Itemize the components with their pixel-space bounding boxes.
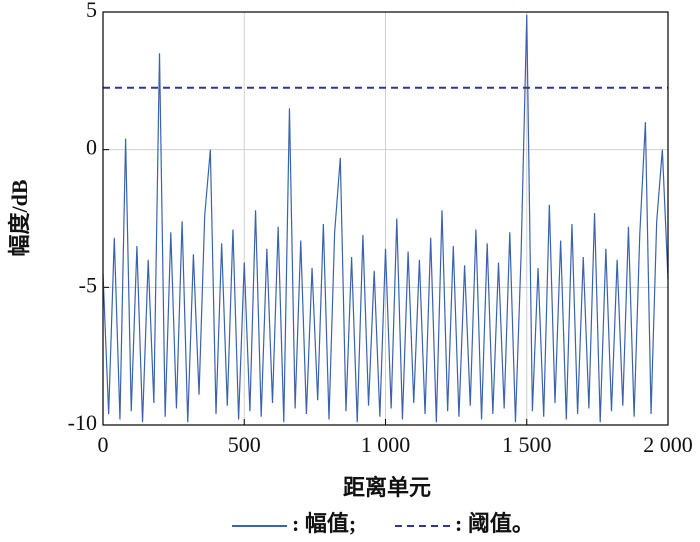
data-line xyxy=(102,14,669,423)
y-axis-label: 幅度/dB xyxy=(7,179,32,256)
y-tick-label: -5 xyxy=(79,272,97,297)
y-tick-label: -10 xyxy=(68,410,97,435)
x-tick-label: 500 xyxy=(228,432,261,457)
legend-label: : 幅值; xyxy=(292,511,356,536)
x-tick-label: 0 xyxy=(98,432,109,457)
x-tick-label: 2 000 xyxy=(643,432,693,457)
y-tick-label: 0 xyxy=(86,135,97,160)
legend-label: : 阈值。 xyxy=(455,511,534,536)
x-axis-label: 距离单元 xyxy=(343,475,431,500)
y-tick-label: 5 xyxy=(86,0,97,22)
plot-frame xyxy=(102,11,669,426)
x-tick-label: 1 000 xyxy=(361,432,411,457)
x-tick-label: 1 500 xyxy=(502,432,552,457)
